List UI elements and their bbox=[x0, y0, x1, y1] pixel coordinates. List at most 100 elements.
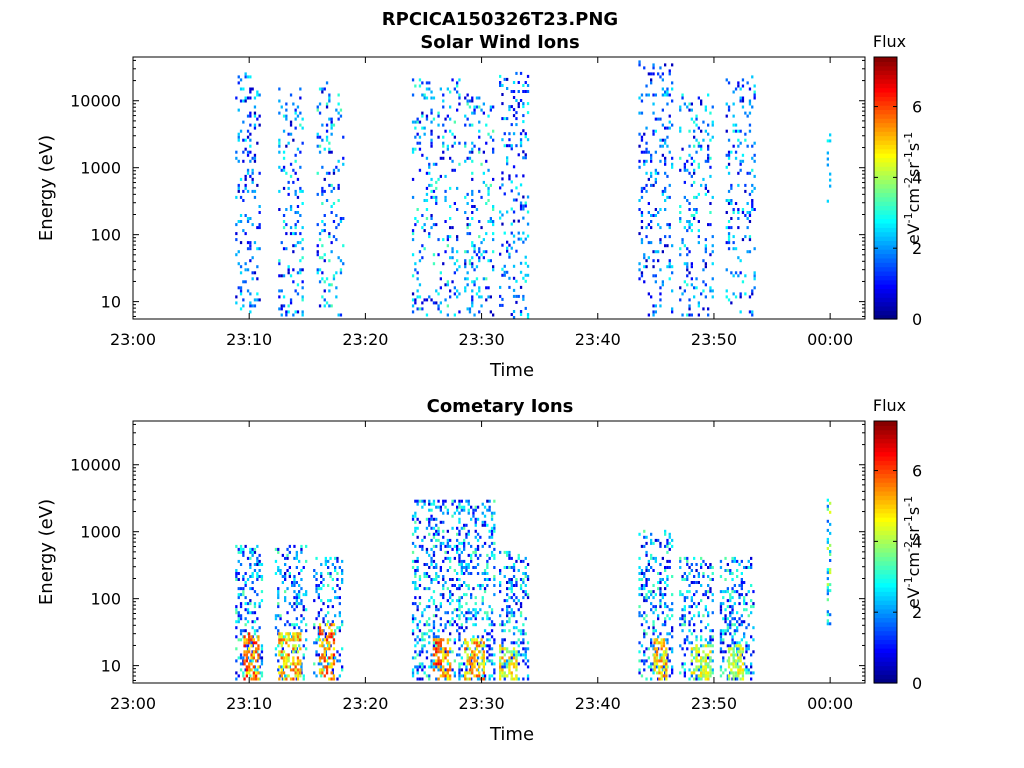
heatmap-cell bbox=[740, 581, 743, 584]
heatmap-cell bbox=[478, 105, 481, 109]
heatmap-cell bbox=[645, 171, 648, 175]
heatmap-cell bbox=[482, 677, 485, 681]
heatmap-cell bbox=[702, 593, 705, 597]
heatmap-cell bbox=[299, 668, 302, 672]
heatmap-cell bbox=[246, 268, 250, 272]
heatmap-cell bbox=[519, 629, 523, 633]
heatmap-cell bbox=[332, 202, 336, 205]
heatmap-cell bbox=[246, 96, 250, 100]
heatmap-cell bbox=[302, 677, 305, 681]
heatmap-cell bbox=[439, 569, 442, 572]
heatmap-cell bbox=[294, 310, 297, 314]
heatmap-cell bbox=[323, 223, 326, 227]
heatmap-cell bbox=[659, 144, 662, 148]
heatmap-cell bbox=[470, 572, 473, 575]
heatmap-cell bbox=[411, 93, 415, 97]
heatmap-cell bbox=[702, 268, 705, 272]
heatmap-cell bbox=[255, 659, 258, 663]
heatmap-cell bbox=[659, 304, 662, 308]
heatmap-cell bbox=[428, 165, 431, 169]
heatmap-cell bbox=[439, 623, 442, 627]
heatmap-cell bbox=[664, 593, 667, 597]
heatmap-cell bbox=[249, 144, 252, 148]
heatmap-cell bbox=[750, 611, 753, 615]
heatmap-cell bbox=[726, 629, 729, 633]
heatmap-cell bbox=[435, 641, 438, 645]
heatmap-cell bbox=[332, 235, 336, 239]
heatmap-cell bbox=[751, 202, 754, 205]
heatmap-cell bbox=[654, 171, 657, 175]
heatmap-cell bbox=[730, 202, 733, 205]
heatmap-cell bbox=[647, 256, 650, 260]
heatmap-cell bbox=[317, 593, 320, 597]
heatmap-cell bbox=[246, 171, 250, 175]
heatmap-cell bbox=[654, 208, 657, 211]
heatmap-cell bbox=[339, 217, 343, 220]
heatmap-cell bbox=[296, 662, 300, 666]
heatmap-cell bbox=[748, 102, 752, 106]
heatmap-cell bbox=[428, 162, 431, 166]
heatmap-cell bbox=[334, 569, 337, 572]
heatmap-cell bbox=[478, 295, 481, 299]
heatmap-cell bbox=[439, 286, 442, 290]
heatmap-cell bbox=[324, 632, 327, 636]
heatmap-cell bbox=[251, 611, 254, 615]
heatmap-cell bbox=[739, 87, 742, 91]
heatmap-cell bbox=[260, 644, 264, 648]
heatmap-cell bbox=[652, 556, 655, 560]
heatmap-cell bbox=[430, 547, 433, 551]
heatmap-cell bbox=[686, 638, 689, 642]
colorbar-segment bbox=[874, 78, 897, 84]
colorbar-segment bbox=[874, 634, 897, 640]
heatmap-cell bbox=[437, 581, 440, 584]
heatmap-cell bbox=[280, 674, 283, 678]
heatmap-cell bbox=[726, 587, 729, 591]
heatmap-cell bbox=[653, 656, 656, 660]
heatmap-cell bbox=[411, 150, 415, 154]
heatmap-cell bbox=[664, 199, 667, 202]
heatmap-cell bbox=[458, 638, 461, 642]
heatmap-cell bbox=[488, 544, 491, 548]
heatmap-cell bbox=[463, 614, 466, 618]
heatmap-cell bbox=[239, 195, 243, 199]
heatmap-cell bbox=[292, 268, 295, 272]
colorbar-segment bbox=[874, 74, 897, 80]
heatmap-cell bbox=[748, 171, 752, 175]
heatmap-cell bbox=[282, 274, 286, 278]
heatmap-cell bbox=[242, 662, 245, 666]
heatmap-cell bbox=[483, 587, 487, 591]
heatmap-cell bbox=[296, 211, 300, 214]
heatmap-cell bbox=[519, 183, 523, 187]
heatmap-cell bbox=[292, 662, 295, 666]
heatmap-cell bbox=[679, 211, 682, 214]
heatmap-cell bbox=[284, 596, 287, 600]
heatmap-cell bbox=[522, 231, 525, 235]
heatmap-cell bbox=[242, 629, 245, 633]
heatmap-cell bbox=[683, 280, 686, 284]
heatmap-cell bbox=[503, 662, 506, 666]
heatmap-cell bbox=[726, 569, 729, 572]
heatmap-cell bbox=[432, 262, 436, 266]
heatmap-cell bbox=[339, 108, 343, 112]
heatmap-cell bbox=[411, 671, 415, 675]
heatmap-cell bbox=[411, 78, 415, 82]
heatmap-cell bbox=[260, 575, 264, 578]
heatmap-cell bbox=[752, 626, 755, 630]
heatmap-cell bbox=[301, 126, 304, 130]
heatmap-cell bbox=[688, 129, 691, 133]
heatmap-cell bbox=[643, 662, 646, 666]
heatmap-cell bbox=[826, 592, 829, 596]
heatmap-cell bbox=[726, 599, 729, 603]
heatmap-cell bbox=[745, 671, 748, 675]
heatmap-cell bbox=[707, 674, 710, 678]
heatmap-cell bbox=[643, 629, 646, 633]
heatmap-cell bbox=[456, 186, 459, 190]
heatmap-cell bbox=[664, 605, 667, 609]
heatmap-cell bbox=[503, 566, 506, 569]
heatmap-cell bbox=[671, 650, 674, 654]
heatmap-cell bbox=[688, 108, 691, 112]
heatmap-cell bbox=[719, 590, 723, 594]
heatmap-cell bbox=[474, 611, 477, 615]
heatmap-cell bbox=[278, 677, 281, 681]
heatmap-cell bbox=[341, 668, 344, 672]
